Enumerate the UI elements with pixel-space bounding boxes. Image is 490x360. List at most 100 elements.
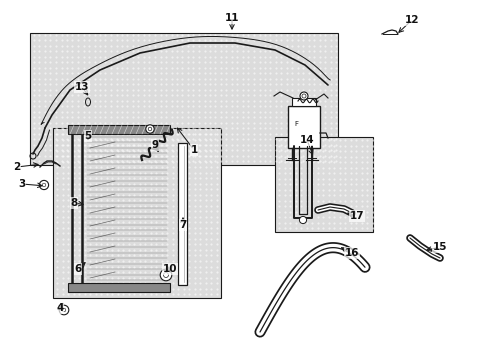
Point: [163, 258, 171, 264]
Point: [173, 103, 181, 109]
Point: [97, 126, 105, 132]
Point: [92, 181, 99, 187]
Point: [190, 42, 197, 48]
Point: [368, 159, 376, 165]
Point: [174, 126, 182, 132]
Point: [275, 208, 283, 214]
Point: [163, 264, 171, 269]
Point: [178, 87, 186, 93]
Point: [303, 165, 311, 170]
Point: [174, 132, 182, 138]
Point: [53, 148, 61, 154]
Point: [217, 120, 225, 125]
Point: [195, 131, 203, 136]
Point: [239, 76, 247, 81]
Point: [321, 125, 329, 131]
Point: [256, 48, 264, 54]
Point: [222, 59, 230, 65]
Point: [129, 120, 137, 125]
Point: [201, 253, 209, 258]
Point: [179, 126, 187, 132]
Point: [85, 76, 93, 81]
Point: [267, 81, 274, 87]
Point: [283, 81, 291, 87]
Point: [63, 87, 71, 93]
Point: [41, 42, 49, 48]
Point: [36, 59, 44, 65]
Point: [184, 48, 192, 54]
Text: 11: 11: [225, 13, 239, 23]
Point: [140, 114, 148, 120]
Point: [152, 159, 160, 165]
Point: [195, 136, 203, 142]
Point: [286, 143, 294, 148]
Point: [86, 253, 94, 258]
Point: [58, 141, 66, 147]
Point: [163, 181, 171, 187]
Point: [217, 42, 225, 48]
Point: [261, 65, 269, 71]
Point: [129, 87, 137, 93]
Point: [108, 203, 116, 209]
Point: [59, 148, 67, 154]
Point: [308, 170, 316, 176]
Point: [53, 242, 61, 247]
Point: [92, 126, 99, 132]
Point: [196, 269, 204, 275]
Point: [289, 120, 296, 125]
Point: [152, 285, 160, 291]
Point: [283, 141, 291, 147]
Point: [147, 264, 154, 269]
Point: [327, 42, 335, 48]
Point: [283, 147, 291, 153]
Point: [52, 48, 60, 54]
Point: [163, 148, 171, 154]
Point: [311, 32, 319, 37]
Point: [292, 170, 299, 176]
Point: [352, 148, 360, 154]
Point: [123, 153, 131, 158]
Point: [200, 141, 208, 147]
Point: [179, 231, 187, 237]
Point: [141, 220, 149, 225]
Point: [70, 220, 77, 225]
Point: [97, 247, 105, 253]
Point: [96, 32, 104, 37]
Point: [324, 214, 332, 220]
Point: [113, 109, 121, 114]
Point: [140, 131, 148, 136]
Point: [212, 114, 220, 120]
Point: [190, 98, 197, 103]
Point: [184, 70, 192, 76]
Point: [299, 141, 307, 147]
Point: [162, 48, 170, 54]
Text: 14: 14: [300, 135, 314, 145]
Point: [207, 225, 215, 231]
Point: [303, 170, 311, 176]
Point: [174, 291, 182, 297]
Point: [69, 37, 76, 43]
Point: [191, 198, 198, 203]
Point: [158, 253, 166, 258]
Point: [185, 258, 193, 264]
Point: [341, 181, 349, 187]
Point: [297, 159, 305, 165]
Point: [206, 70, 214, 76]
Bar: [53, 128, 221, 298]
Point: [86, 126, 94, 132]
Point: [97, 170, 105, 176]
Point: [195, 81, 203, 87]
Point: [297, 170, 305, 176]
Point: [201, 154, 209, 159]
Point: [305, 125, 313, 131]
Point: [333, 32, 341, 37]
Point: [173, 147, 181, 153]
Point: [289, 98, 296, 103]
Point: [179, 148, 187, 154]
Point: [30, 59, 38, 65]
Point: [158, 198, 166, 203]
Point: [201, 236, 209, 242]
Point: [129, 98, 137, 103]
Point: [222, 103, 230, 109]
Point: [305, 141, 313, 147]
